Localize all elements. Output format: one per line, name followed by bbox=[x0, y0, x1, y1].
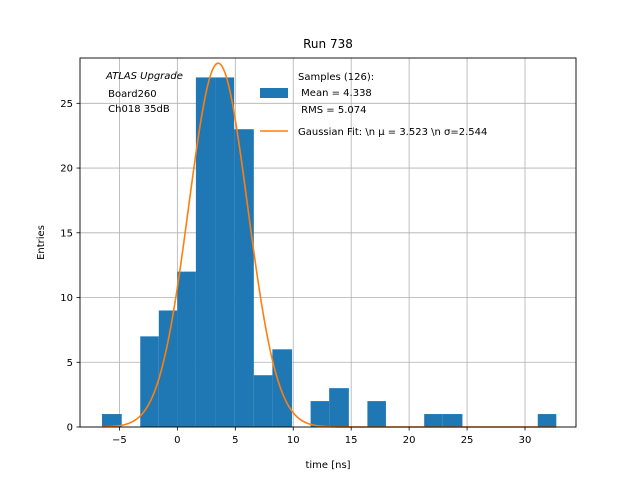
plot-frame bbox=[79, 57, 577, 428]
y-axis-title: Entries bbox=[36, 225, 47, 260]
x-tick-label: 20 bbox=[403, 435, 416, 446]
histogram-bar bbox=[215, 77, 235, 427]
histogram-bar bbox=[140, 336, 159, 427]
annotation-line-3: Ch018 35dB bbox=[105, 104, 170, 115]
x-tick-label: 15 bbox=[345, 435, 358, 446]
histogram-bar bbox=[424, 414, 443, 427]
x-tick-label: 5 bbox=[232, 435, 238, 446]
legend-histogram-line-2: Mean = 4.338 bbox=[298, 88, 372, 99]
y-tick-label: 15 bbox=[60, 228, 73, 239]
x-axis-title: time [ns] bbox=[305, 460, 350, 471]
histogram-bar bbox=[442, 414, 463, 427]
histogram-bars bbox=[102, 77, 557, 428]
annotation-line-1: ATLAS Upgrade bbox=[105, 71, 183, 82]
histogram-bar bbox=[310, 401, 330, 427]
histogram-bar bbox=[537, 414, 557, 427]
chart-title: Run 738 bbox=[303, 37, 353, 51]
legend-fit-label: Gaussian Fit: \n μ = 3.523 \n σ=2.544 bbox=[298, 127, 487, 138]
y-tick-label: 10 bbox=[60, 293, 73, 304]
y-tick-label: 5 bbox=[67, 358, 73, 369]
legend-histogram-line-3: RMS = 5.074 bbox=[298, 105, 366, 116]
x-tick-label: 25 bbox=[461, 435, 474, 446]
histogram-bar bbox=[329, 388, 349, 427]
y-axis-ticks: 0 5 10 15 20 25 bbox=[60, 99, 80, 434]
histogram-bar bbox=[234, 129, 254, 428]
histogram-bar bbox=[102, 414, 122, 427]
x-axis-ticks: −5 0 5 10 15 20 25 30 bbox=[112, 427, 531, 446]
histogram-bar bbox=[158, 310, 178, 427]
histogram-bar bbox=[195, 77, 216, 427]
annotation-line-2: Board260 bbox=[105, 89, 157, 100]
atlas-annotation: ATLAS Upgrade Board260 Ch018 35dB bbox=[105, 71, 183, 115]
x-tick-label: 10 bbox=[287, 435, 300, 446]
histogram-bar bbox=[367, 401, 386, 427]
histogram-bar bbox=[253, 375, 273, 427]
y-tick-label: 0 bbox=[67, 423, 73, 434]
histogram-bar bbox=[272, 349, 293, 427]
histogram-bar bbox=[177, 271, 196, 427]
legend-histogram-swatch bbox=[260, 88, 288, 98]
legend: Samples (126): Mean = 4.338 RMS = 5.074 … bbox=[260, 72, 487, 138]
x-tick-label: 0 bbox=[174, 435, 180, 446]
y-tick-label: 25 bbox=[60, 99, 73, 110]
x-tick-label: 30 bbox=[519, 435, 532, 446]
y-tick-label: 20 bbox=[60, 164, 73, 175]
legend-histogram-line-1: Samples (126): bbox=[298, 72, 374, 83]
x-tick-label: −5 bbox=[112, 435, 127, 446]
